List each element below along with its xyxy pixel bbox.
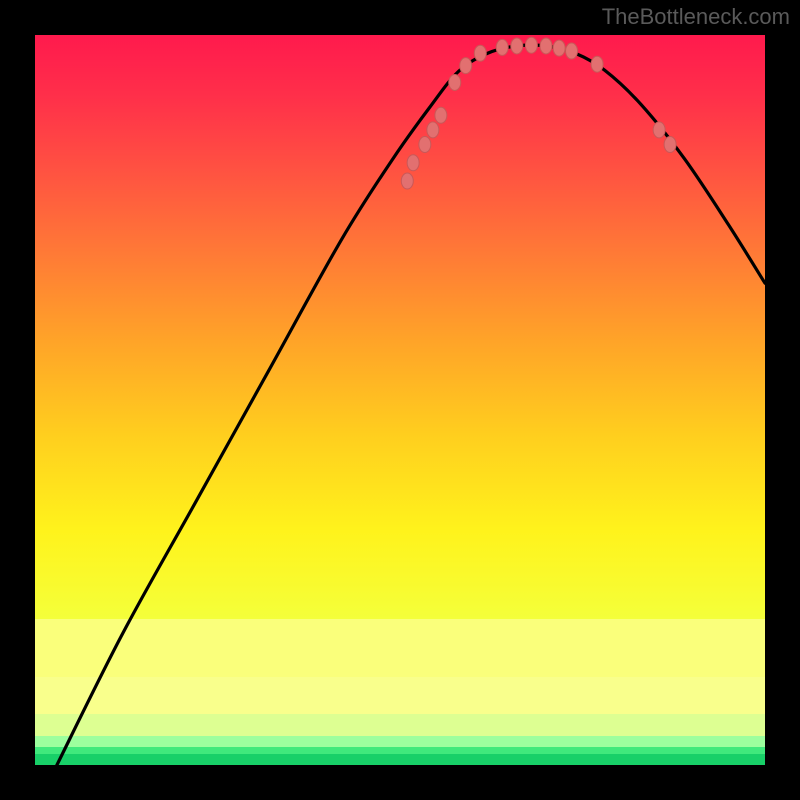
plot-area [35, 35, 765, 765]
data-marker [540, 38, 552, 54]
data-marker [525, 37, 537, 53]
data-marker [566, 43, 578, 59]
chart-container: TheBottleneck.com [0, 0, 800, 800]
metric-curve [57, 45, 765, 765]
data-marker [407, 155, 419, 171]
data-marker [511, 38, 523, 54]
data-marker [553, 40, 565, 56]
data-marker [653, 122, 665, 138]
curve-layer [35, 35, 765, 765]
watermark-text: TheBottleneck.com [602, 4, 790, 30]
data-marker [664, 137, 676, 153]
data-marker [496, 39, 508, 55]
data-marker [419, 137, 431, 153]
data-marker [460, 58, 472, 74]
data-marker [427, 122, 439, 138]
data-marker [474, 45, 486, 61]
data-marker [401, 173, 413, 189]
data-marker [591, 56, 603, 72]
data-marker [449, 74, 461, 90]
data-marker [435, 107, 447, 123]
